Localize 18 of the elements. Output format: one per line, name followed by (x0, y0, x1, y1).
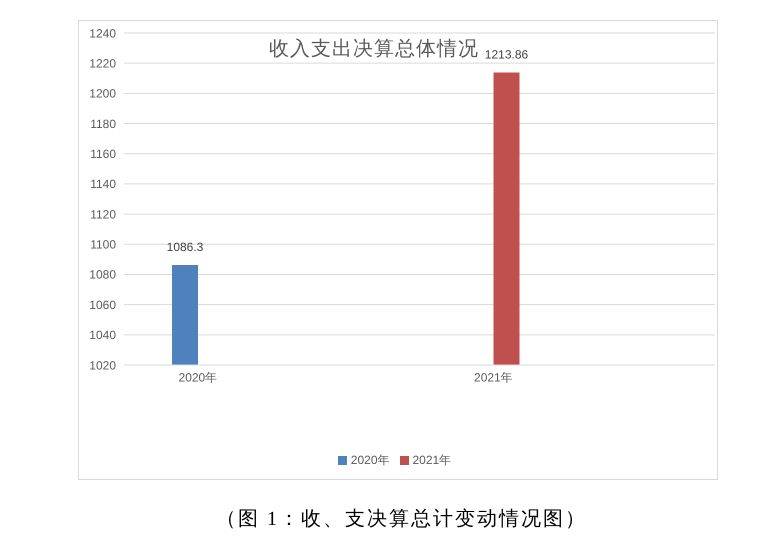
y-tick-label: 1040 (89, 328, 116, 342)
y-tick-label: 1120 (90, 207, 116, 222)
chart-title: 收入支出决算总体情况 (269, 37, 479, 62)
y-tick-label: 1200 (89, 86, 116, 101)
y-tick-label: 1100 (90, 238, 116, 252)
y-tick-label: 1180 (90, 116, 116, 131)
y-tick-label: 1140 (90, 177, 116, 192)
data-label: 1086.3 (166, 240, 204, 254)
y-tick-label: 1080 (89, 268, 116, 282)
legend-label: 2020年 (350, 453, 390, 467)
data-label: 1213.86 (484, 47, 529, 62)
y-tick-label: 1060 (89, 298, 116, 312)
text: （图 1：收、支决算总计变动情况图） (215, 507, 588, 532)
y-tick-label: 1220 (89, 56, 116, 70)
y-tick-label: 1240 (89, 26, 116, 40)
y-tick-label: 1020 (89, 358, 116, 372)
legend-label: 2021年 (412, 453, 452, 467)
y-tick-label: 1160 (90, 146, 116, 161)
